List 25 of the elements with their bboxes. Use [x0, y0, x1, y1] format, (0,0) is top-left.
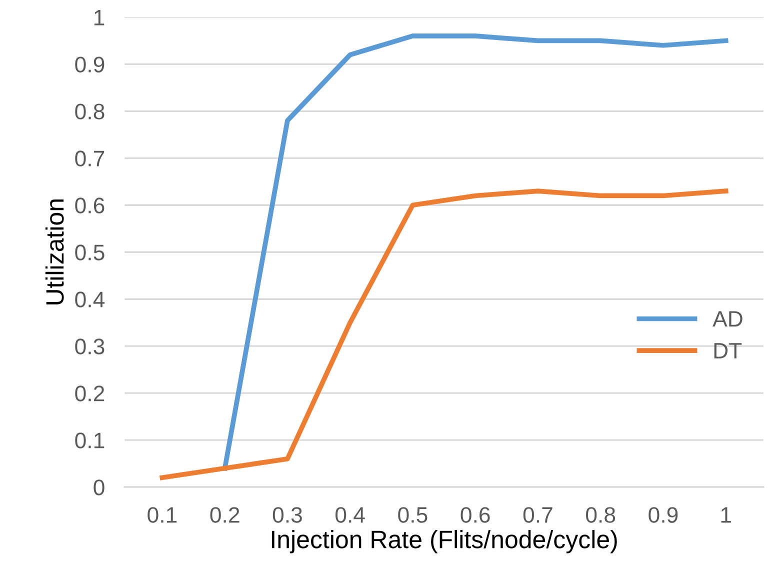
x-tick-label: 0.2	[210, 507, 240, 523]
y-tick-label: 0.5	[75, 244, 104, 260]
legend-label: AD	[712, 311, 742, 327]
y-tick-label: 0.3	[75, 338, 104, 354]
y-tick-label: 0.8	[75, 104, 104, 120]
x-tick-label: 0.4	[336, 507, 365, 523]
x-tick-label: 1	[721, 507, 731, 523]
y-tick-label: 0	[94, 480, 104, 496]
x-tick-label: 0.7	[523, 507, 552, 523]
x-tick-label: 0.3	[272, 507, 302, 523]
x-tick-label: 0.9	[648, 507, 678, 523]
x-axis-title: Injection Rate (Flits/node/cycle)	[272, 530, 617, 554]
y-tick-label: 0.4	[75, 292, 105, 308]
y-tick-label: 0.1	[75, 432, 104, 448]
y-tick-label: 0.6	[75, 198, 104, 214]
x-tick-label: 0.1	[148, 507, 177, 523]
y-tick-label: 1	[94, 10, 104, 26]
x-tick-label: 0.6	[460, 507, 490, 523]
x-tick-label: 0.8	[586, 507, 616, 523]
y-tick-label: 0.7	[75, 150, 104, 166]
legend-label: DT	[714, 343, 742, 358]
y-axis-title: Utilization	[45, 200, 64, 304]
y-tick-label: 0.9	[75, 56, 104, 72]
y-tick-label: 0.2	[75, 386, 104, 402]
x-tick-label: 0.5	[398, 507, 428, 523]
